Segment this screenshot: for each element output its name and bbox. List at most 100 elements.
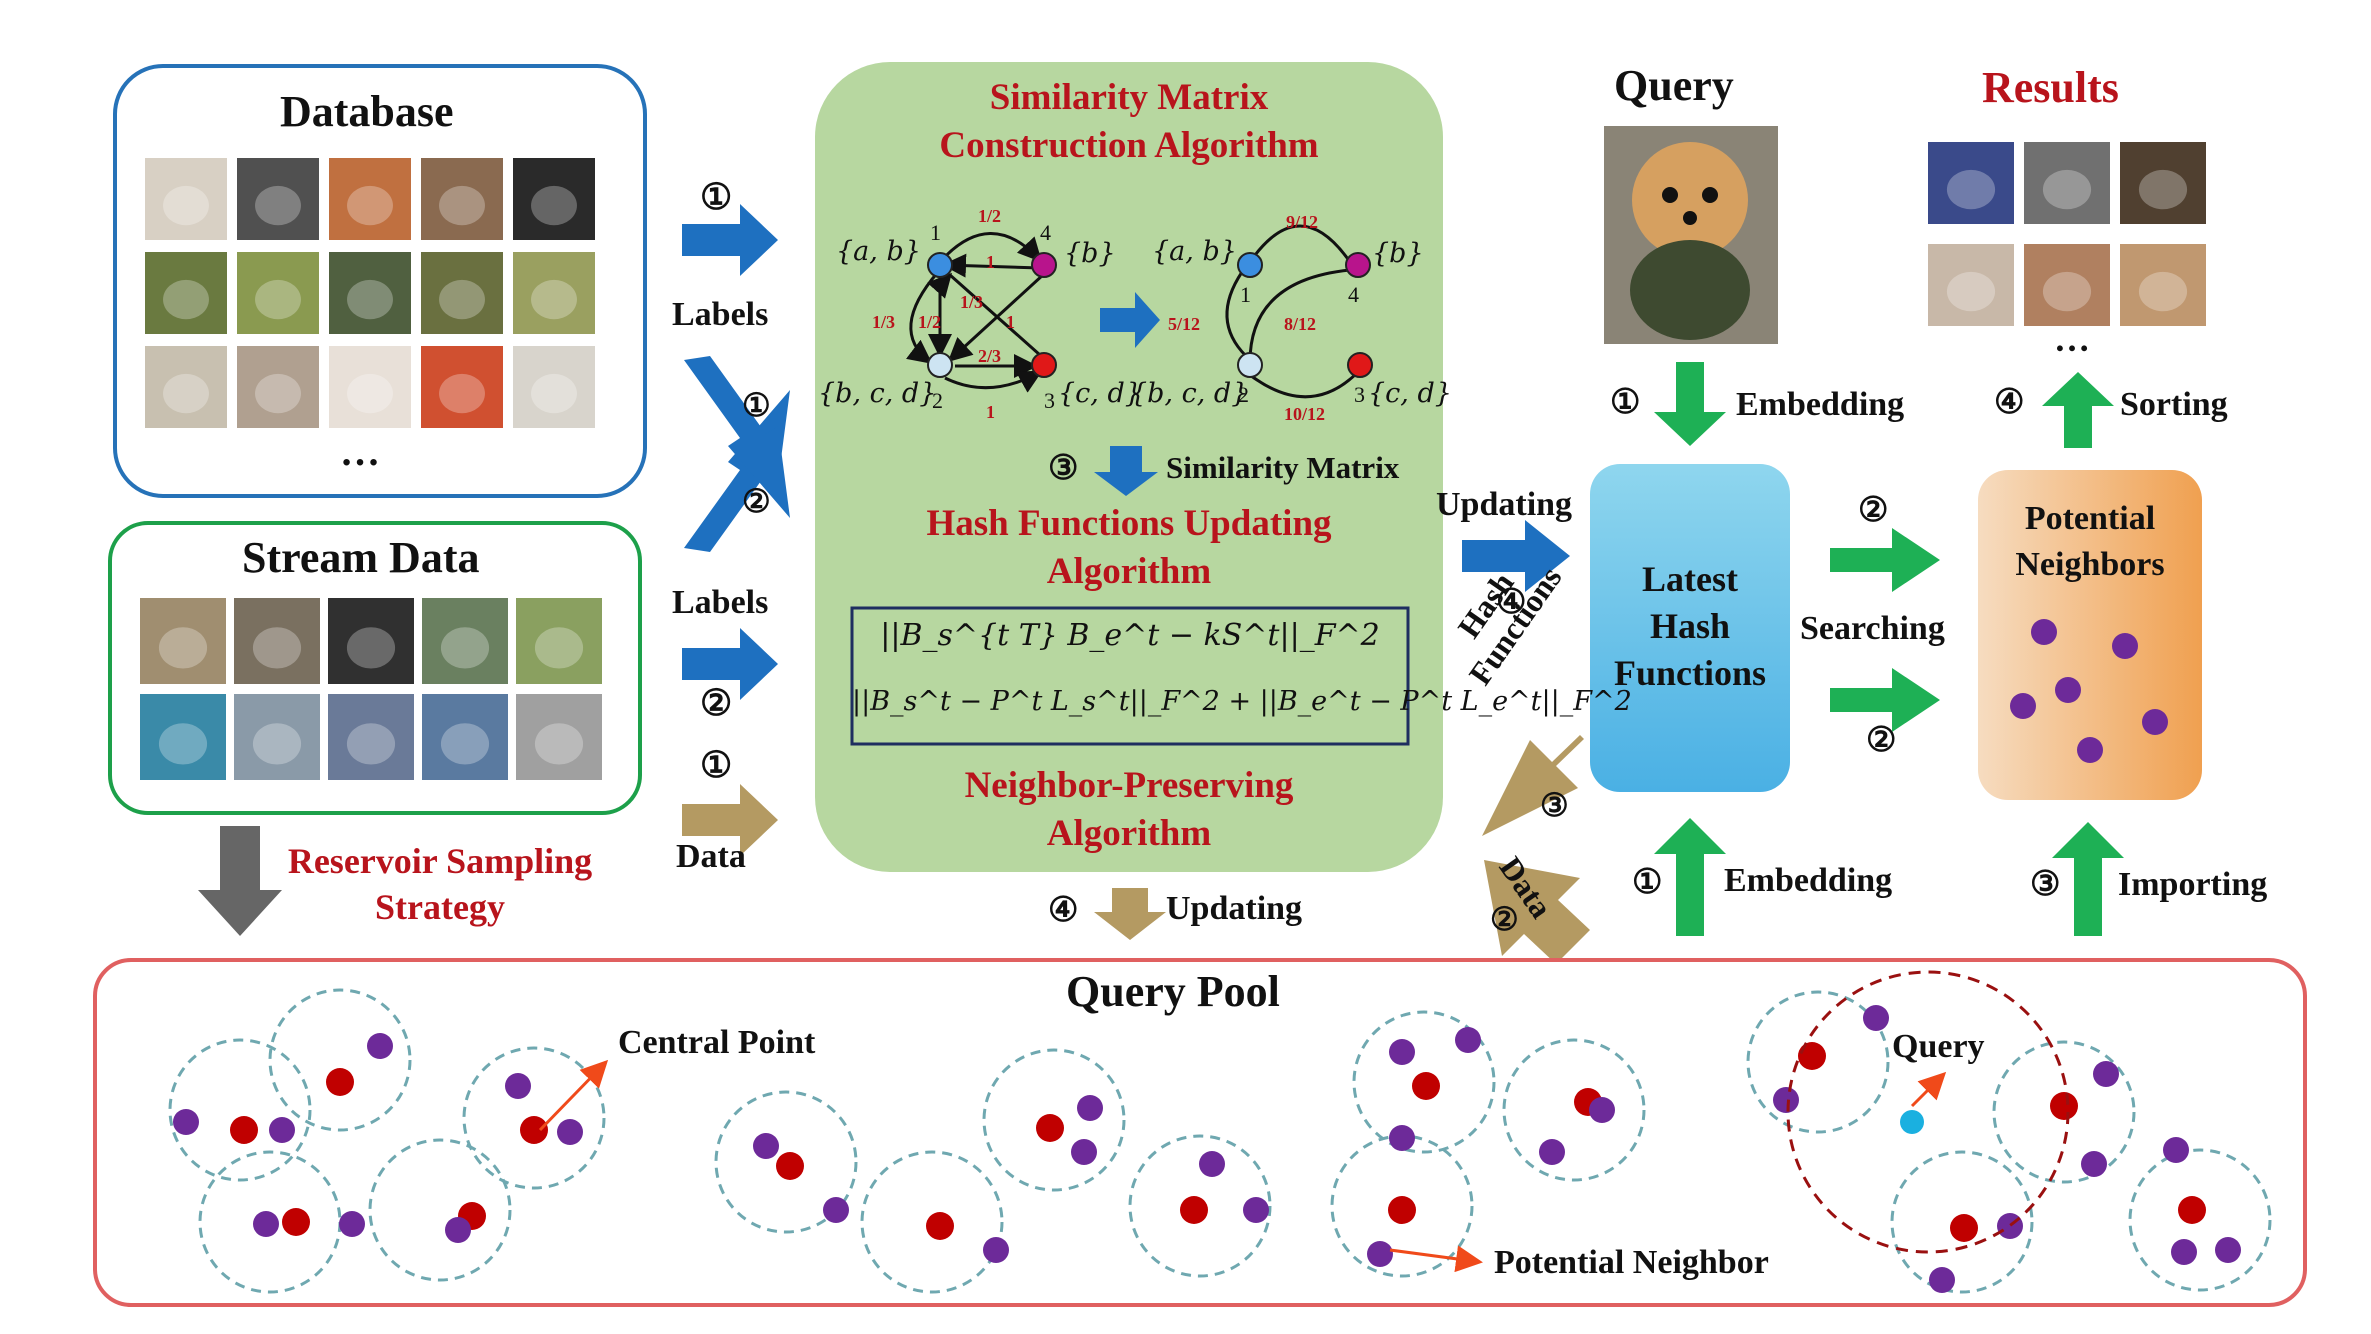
- database-thumbnail-subject: [163, 185, 209, 226]
- g-left-edge-7: 2/3: [978, 346, 1002, 366]
- step-2-search-bottom: ②: [1866, 722, 1897, 759]
- g-left-edge-5: 1/3: [960, 292, 984, 312]
- central-point-dot: [1798, 1042, 1826, 1070]
- step-1-data: ①: [700, 745, 733, 785]
- cluster-circle: [1502, 1038, 1646, 1182]
- database-thumbnail: [145, 346, 227, 428]
- potential-neighbor-dot: [505, 1073, 531, 1099]
- query-label: Query: [1892, 1028, 1985, 1065]
- result-thumbnail-subject: [1946, 169, 1996, 210]
- g-left-edge-4: 1/2: [918, 312, 942, 332]
- database-thumbnail-subject: [439, 279, 485, 320]
- arrow-searching-bottom: [1830, 668, 1940, 732]
- g-right-edge-1: 9/12: [1286, 212, 1319, 232]
- potential-neighbors-1: Potential: [2024, 500, 2156, 537]
- potential-neighbor-dot: [1539, 1139, 1565, 1165]
- result-thumbnail: [1928, 244, 2014, 326]
- stream-thumbnail-subject: [440, 723, 490, 765]
- database-thumbnail-subject: [255, 279, 301, 320]
- reservoir-arrow: [198, 826, 282, 936]
- g-left-edge-2: 1: [986, 252, 995, 272]
- result-thumbnail: [1928, 142, 2014, 224]
- database-thumbnail-subject: [531, 185, 577, 226]
- result-thumbnail-subject: [2138, 169, 2188, 210]
- arrow-labels-top: [682, 204, 778, 276]
- potential-neighbor-dot: [1243, 1197, 1269, 1223]
- database-thumbnail: [421, 346, 503, 428]
- graph-left-node: [1031, 252, 1057, 278]
- graph-transform-arrow: [1100, 292, 1160, 348]
- step-1-top: ①: [700, 177, 733, 217]
- similarity-graph-left: [906, 232, 1046, 393]
- reservoir-label: Reservoir Sampling Strategy: [270, 838, 610, 930]
- g-right-edge-3: 8/12: [1284, 314, 1317, 334]
- g-right-set-bcd: {b, c, d}: [1130, 378, 1249, 409]
- cluster-circle: [714, 1090, 858, 1234]
- potential-neighbor-dot: [557, 1119, 583, 1145]
- graph-left-node: [1031, 352, 1057, 378]
- database-thumbnail-subject: [255, 373, 301, 414]
- step-3-import: ③: [2030, 866, 2061, 903]
- potential-neighbor-dot: [1077, 1095, 1103, 1121]
- g-left-edge-6: 1: [1006, 312, 1015, 332]
- database-thumbnail-subject: [255, 185, 301, 226]
- potential-neighbor-dot: [753, 1133, 779, 1159]
- reservoir-line1: Reservoir Sampling: [287, 841, 593, 881]
- result-thumbnail: [2120, 142, 2206, 224]
- labels-bottom: Labels: [672, 584, 769, 621]
- central-point-dot: [2050, 1092, 2078, 1120]
- np-title: Neighbor-Preserving Algorithm: [835, 762, 1423, 858]
- g-left-edge-3: 1/3: [872, 312, 896, 332]
- searching-label: Searching: [1800, 610, 1945, 647]
- potential-neighbors-2: Neighbors: [2015, 546, 2165, 583]
- g-right-node1: 1: [1240, 282, 1251, 307]
- cluster-circle: [368, 1138, 512, 1282]
- cluster-circle: [1352, 1010, 1496, 1154]
- result-thumbnail: [2024, 142, 2110, 224]
- step-4-update: ④: [1048, 892, 1079, 929]
- database-thumbnail: [421, 158, 503, 240]
- potential-neighbor-dot: [2171, 1239, 2197, 1265]
- step-4-sort: ④: [1994, 384, 2025, 421]
- potential-neighbor-dot: [173, 1109, 199, 1135]
- central-point-dot: [1180, 1196, 1208, 1224]
- potential-neighbor-dot: [445, 1217, 471, 1243]
- query-pointer: [1910, 1071, 1947, 1108]
- database-thumbnail: [329, 252, 411, 334]
- step-2-search-top: ②: [1858, 492, 1889, 529]
- importing-label: Importing: [2118, 866, 2268, 903]
- step-4-updating: ④: [1496, 584, 1527, 621]
- cluster-circle: [1992, 1040, 2136, 1184]
- cluster-circle: [462, 1046, 606, 1190]
- graph-right-node: [1347, 352, 1373, 378]
- cluster-circle: [168, 1038, 312, 1182]
- potential-neighbor-pointer: [1389, 1245, 1483, 1273]
- latest-hash-2: Hash: [1649, 606, 1731, 646]
- stream-thumbnail-subject: [158, 627, 208, 669]
- stream-thumbnail-subject: [346, 627, 396, 669]
- results-ellipsis: …: [2054, 319, 2090, 359]
- query-image: [1604, 126, 1778, 344]
- graph-right-node: [1237, 252, 1263, 278]
- graph-left-node: [927, 252, 953, 278]
- step-2-bottom: ②: [700, 683, 733, 723]
- potential-neighbor-dot: [367, 1033, 393, 1059]
- central-point-dot: [282, 1208, 310, 1236]
- embedding-top: Embedding: [1736, 386, 1905, 423]
- stream-thumbnail: [516, 694, 602, 780]
- stream-thumbnail-subject: [534, 627, 584, 669]
- query-pool-title: Query Pool: [1066, 967, 1280, 1016]
- stream-thumbnail-subject: [158, 723, 208, 765]
- graph-right-node: [1237, 352, 1263, 378]
- stream-thumbnail: [422, 598, 508, 684]
- database-thumbnail: [513, 158, 595, 240]
- latest-hash-label: Latest Hash Functions: [1590, 556, 1790, 697]
- database-thumbnail: [237, 252, 319, 334]
- step-1-embed-top: ①: [1610, 384, 1641, 421]
- g-left-edge-8: 1: [986, 402, 995, 422]
- cluster-circle: [860, 1150, 1004, 1294]
- potential-neighbor-dot: [1455, 1027, 1481, 1053]
- data-label: Data: [676, 838, 746, 875]
- potential-neighbor-dot: [2163, 1137, 2189, 1163]
